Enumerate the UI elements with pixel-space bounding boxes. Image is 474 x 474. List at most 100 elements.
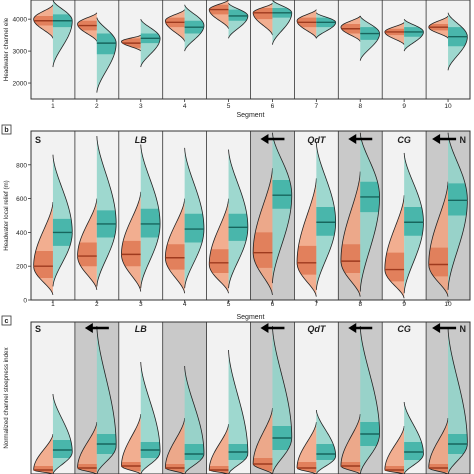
left-outline-b-seg10 <box>428 181 449 297</box>
region-label: CG <box>397 135 411 145</box>
y-tick-label: 0 <box>23 298 27 305</box>
left-outline-c-seg3 <box>121 413 142 474</box>
right-outline-a-seg1 <box>52 0 73 68</box>
x-tick-label: 5 <box>227 301 231 308</box>
right-outline-a-seg3 <box>140 19 161 68</box>
left-iqr-b-seg3 <box>121 240 141 267</box>
panel-letter-box <box>1 124 12 135</box>
y-tick-label: 3000 <box>13 49 28 56</box>
x-tick-label: 2 <box>95 301 99 308</box>
direction-arrow-head <box>432 134 441 144</box>
left-iqr-b-seg6 <box>253 232 273 268</box>
region-label: CG <box>397 324 411 334</box>
right-outline-c-seg4 <box>184 365 205 474</box>
right-iqr-b-seg7 <box>316 207 336 236</box>
direction-arrow-head <box>260 134 269 144</box>
direction-arrow-head <box>84 323 93 333</box>
right-outline-a-seg2 <box>96 17 117 93</box>
left-outline-b-seg4 <box>164 198 186 294</box>
right-outline-a-seg8 <box>359 15 380 61</box>
left-outline-c-seg7 <box>296 421 317 474</box>
right-outline-a-seg6 <box>272 0 293 45</box>
x-tick-label: 1 <box>51 103 55 110</box>
left-outline-c-seg4 <box>164 417 186 474</box>
panel-frame <box>30 0 471 100</box>
right-outline-b-seg6 <box>272 132 293 284</box>
right-outline-b-seg7 <box>315 142 337 290</box>
right-iqr-b-seg6 <box>272 180 292 209</box>
left-outline-a-seg8 <box>340 15 361 42</box>
left-iqr-b-seg8 <box>340 244 361 273</box>
left-outline-a-seg4 <box>164 9 186 42</box>
right-outline-b-seg3 <box>140 144 161 289</box>
left-outline-c-seg6 <box>252 407 273 474</box>
region-label: LB <box>135 324 147 334</box>
left-iqr-b-seg10 <box>428 247 449 277</box>
right-iqr-a-seg5 <box>228 9 248 21</box>
region-label: QdT <box>307 135 326 145</box>
left-iqr-b-seg7 <box>297 245 317 275</box>
panel-letter-box <box>1 315 12 326</box>
right-iqr-c-seg9 <box>404 442 424 460</box>
left-outline-a-seg6 <box>252 2 273 36</box>
left-outline-a-seg3 <box>121 34 142 52</box>
right-iqr-b-seg4 <box>184 213 204 243</box>
left-outline-a-seg1 <box>33 4 54 39</box>
left-outline-a-seg7 <box>296 9 317 39</box>
right-outline-b-seg4 <box>184 147 205 289</box>
left-outline-a-seg5 <box>208 0 229 29</box>
left-outline-b-seg5 <box>208 198 229 294</box>
region-label: S <box>35 324 41 334</box>
right-iqr-b-seg3 <box>140 208 161 238</box>
direction-arrow-head <box>348 323 357 333</box>
x-tick-label: 3 <box>139 301 143 308</box>
region-label: S <box>35 135 41 145</box>
right-outline-c-seg2 <box>96 325 117 474</box>
x-tick-label: 6 <box>271 301 275 308</box>
panel-frame <box>30 130 471 301</box>
right-outline-c-seg6 <box>272 325 293 474</box>
x-tick-label: 9 <box>402 301 406 308</box>
left-outline-a-seg2 <box>77 12 98 42</box>
left-violin-c-seg6 <box>253 408 273 474</box>
left-outline-b-seg7 <box>296 178 317 297</box>
x-tick-label: 10 <box>444 301 452 308</box>
left-violin-c-seg9 <box>384 426 405 474</box>
right-iqr-c-seg1 <box>52 440 73 458</box>
right-outline-c-seg7 <box>315 409 337 474</box>
left-iqr-b-seg9 <box>384 252 405 282</box>
right-outline-b-seg10 <box>447 132 468 290</box>
panel-c: S LB QdT CG N Normalized channel steepness in… <box>1 315 471 474</box>
x-tick-label: 7 <box>315 103 319 110</box>
x-tick-label: 4 <box>183 103 187 110</box>
right-outline-b-seg1 <box>52 154 73 287</box>
right-outline-c-seg9 <box>403 401 424 474</box>
left-iqr-b-seg5 <box>209 249 229 273</box>
right-outline-c-seg10 <box>447 327 468 474</box>
y-tick-label: 200 <box>16 264 27 271</box>
left-outline-b-seg1 <box>33 201 54 296</box>
x-tick-label: 1 <box>51 301 55 308</box>
right-outline-c-seg1 <box>52 393 73 474</box>
x-tick-label: 5 <box>227 103 231 110</box>
right-outline-c-seg3 <box>140 361 161 474</box>
right-outline-b-seg9 <box>403 152 424 294</box>
panel-letter: b <box>4 127 8 134</box>
direction-arrow-head <box>260 323 269 333</box>
x-tick-label: 8 <box>358 301 362 308</box>
left-outline-c-seg8 <box>340 413 361 474</box>
y-axis-label: Normalized channel steepness index <box>3 347 10 449</box>
left-outline-c-seg9 <box>384 425 405 474</box>
left-iqr-a-seg6 <box>253 7 273 20</box>
right-outline-a-seg9 <box>403 18 424 52</box>
right-iqr-a-seg2 <box>96 33 117 55</box>
x-axis-label: Segment <box>236 314 264 321</box>
y-tick-label: 400 <box>16 230 27 237</box>
right-outline-b-seg8 <box>359 132 380 292</box>
left-iqr-c-seg7 <box>297 462 317 472</box>
left-outline-c-seg10 <box>428 417 449 474</box>
x-tick-label: 7 <box>315 301 319 308</box>
direction-arrow-head <box>432 323 441 333</box>
